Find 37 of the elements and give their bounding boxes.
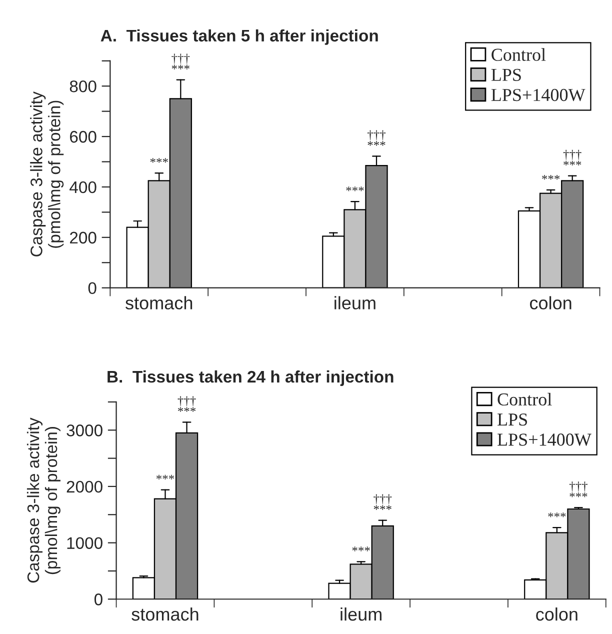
x-tick-label: stomach <box>132 607 198 621</box>
chart-title: B. Tissues taken 24 h after injection <box>108 370 394 386</box>
data-label: ††† *** <box>178 396 196 412</box>
y-tick-label: 800 <box>70 80 96 92</box>
legend-label: LPS+1400W <box>498 434 592 446</box>
data-label: *** <box>542 174 560 180</box>
data-label: ††† *** <box>563 150 582 166</box>
y-tick-label: 600 <box>70 130 96 143</box>
y-tick-label: 400 <box>70 181 96 194</box>
data-label: ††† *** <box>569 482 588 498</box>
x-tick-label: ileum <box>334 296 376 310</box>
y-tick-label: 0 <box>94 594 102 606</box>
x-tick-label: colon <box>530 296 572 310</box>
y-axis-title: Caspase 3-like activity (pmol\mg of protein) <box>26 418 60 583</box>
data-label: ††† *** <box>368 130 386 146</box>
legend-label: LPS <box>491 68 521 81</box>
data-label: ††† *** <box>172 54 190 70</box>
y-tick-label: 0 <box>88 282 96 294</box>
y-tick-label: 3000 <box>66 424 102 436</box>
y-tick-label: 200 <box>70 232 96 244</box>
y-tick-label: 2000 <box>66 480 102 493</box>
legend-label: Control <box>498 392 552 406</box>
legend-label: LPS <box>498 414 527 426</box>
x-tick-label: stomach <box>126 296 192 310</box>
data-label: *** <box>548 512 566 518</box>
chart-title: A. Tissues taken 5 h after injection <box>100 29 378 45</box>
y-axis-title: Caspase 3-like activity (pmol\mg of protein) <box>30 91 64 256</box>
data-label: ††† *** <box>374 494 392 510</box>
data-label: *** <box>150 158 168 163</box>
y-tick-label: 1000 <box>67 537 102 549</box>
data-label: *** <box>346 186 364 192</box>
legend-label: LPS+1400W <box>491 88 586 102</box>
legend-label: Control <box>492 48 546 61</box>
x-tick-label: colon <box>536 607 578 621</box>
x-tick-label: ileum <box>340 607 382 621</box>
data-label: *** <box>352 546 370 552</box>
data-label: *** <box>156 474 174 480</box>
